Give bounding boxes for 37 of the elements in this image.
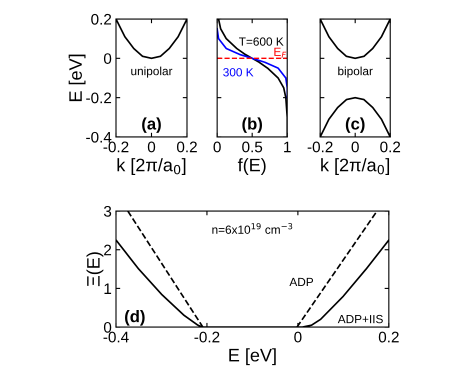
x-tick-label: 0.5	[242, 142, 262, 152]
x-tick-label: 0.2	[380, 142, 400, 152]
x-axis-title: f(E)	[238, 158, 266, 175]
x-tick-label: 0.2	[176, 142, 197, 152]
x-axis-title: k [2π/a$_{0}$]	[118, 158, 186, 175]
x-axis-title: E [eV]	[229, 348, 276, 366]
series-label: 300 K	[223, 68, 254, 76]
x-tick-label: -0.2	[308, 142, 333, 152]
annotation: n=6x10$^{19}$ cm$^{−3}$	[212, 223, 292, 234]
x-axis-title: k [2π/a$_{0}$]	[321, 158, 390, 175]
y-tick-label: -0.4	[86, 132, 112, 143]
y-tick-label: 0	[104, 53, 112, 64]
y-tick-label: 2	[104, 244, 112, 256]
series-label: ADP	[289, 278, 314, 286]
x-tick-label: 0	[352, 142, 359, 152]
y-axis-title: Ξ(E)	[86, 252, 104, 286]
y-tick-label: 1	[104, 283, 112, 294]
x-tick-label: 0	[294, 332, 302, 342]
y-tick-label: 0	[104, 322, 112, 333]
y-tick-label: -0.2	[86, 92, 112, 104]
ref-line-label: E$_{F}$	[274, 48, 286, 58]
x-tick-label: -0.2	[194, 332, 220, 342]
y-tick-label: 3	[104, 206, 112, 217]
x-tick-label: 0.2	[378, 332, 399, 342]
x-tick-label: 0	[148, 142, 156, 152]
annotation: (c)	[346, 117, 365, 133]
series-label: T=600 K	[239, 37, 284, 46]
y-tick-label: 0.2	[91, 14, 112, 25]
annotation: unipolar	[131, 66, 172, 78]
x-tick-label: 0	[214, 142, 221, 152]
annotation: bipolar	[338, 66, 373, 78]
series-label: ADP+IIS	[338, 314, 383, 324]
annotation: (a)	[142, 117, 161, 133]
annotation: (d)	[125, 310, 145, 326]
annotation: (b)	[242, 117, 262, 133]
x-tick-label: 1	[284, 142, 291, 152]
y-axis-title: E [eV]	[68, 54, 86, 102]
